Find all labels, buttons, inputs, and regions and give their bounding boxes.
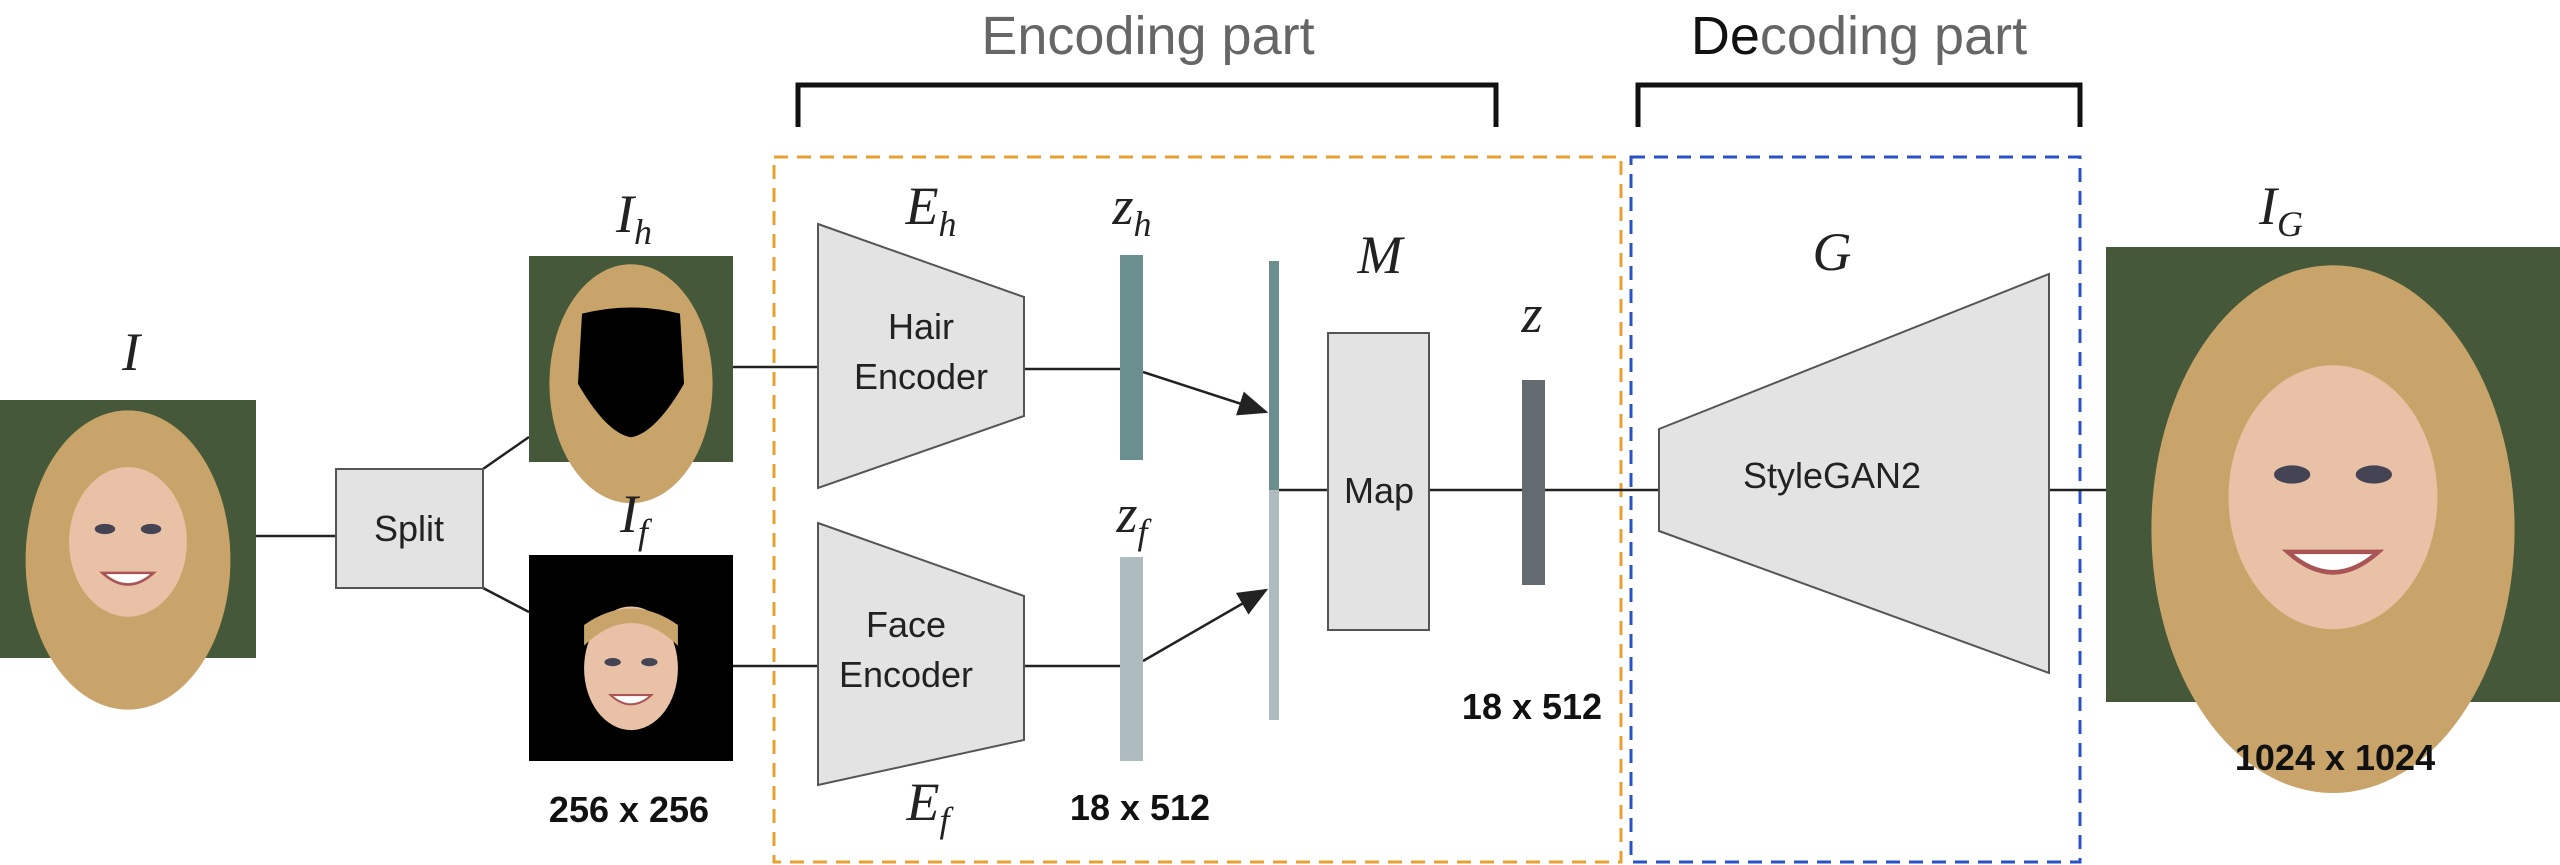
symbol-base: z [1115,484,1137,544]
symbol: Eh [905,176,957,244]
face-encoder-label: Encoder [839,654,973,695]
symbol-base: E [905,176,939,236]
symbol: I [121,322,143,382]
symbol-subscript: h [634,212,652,252]
symbol-base: M [1357,225,1406,285]
output-image [2106,247,2560,793]
latent [1522,380,1545,585]
hair-latent [1120,255,1143,460]
face-image [529,555,733,761]
decoding-title: Decoding part [1691,6,2027,66]
decoding-bracket [1638,85,2080,127]
face-latent [1120,557,1143,761]
symbol-subscript: f [939,800,954,840]
symbol-base: E [905,772,939,832]
symbol: Ih [615,184,652,252]
size-label: 18 x 512 [1462,686,1602,727]
map-label: Map [1344,470,1414,511]
symbol: IG [2258,176,2303,244]
symbol-base: z [1111,176,1133,236]
size-label: 256 x 256 [549,789,709,830]
hair-encoder-label: Encoder [854,356,988,397]
symbol-base: G [1813,222,1852,282]
symbol: z [1520,284,1542,344]
hair-image [529,256,733,503]
split-label: Split [374,508,444,549]
diagram: Encoding part Decoding part Split Hair E… [0,0,2560,865]
symbol-base: z [1520,284,1542,344]
size-label: 1024 x 1024 [2235,737,2435,778]
size-label: 18 x 512 [1070,787,1210,828]
symbol-subscript: f [1138,512,1153,552]
encoding-title: Encoding part [981,6,1314,66]
symbol: zh [1111,176,1151,244]
symbol-subscript: f [638,512,653,552]
symbol-subscript: h [1134,204,1152,244]
symbol-subscript: G [2277,204,2303,244]
symbol-subscript: h [939,204,957,244]
symbol: zf [1115,484,1152,552]
decoding-title-rest: coding part [1760,6,2027,66]
encoding-bracket [798,85,1496,127]
hair-encoder-label: Hair [888,306,954,347]
decoding-title-dark: De [1691,6,1760,66]
symbol: Ef [905,772,954,840]
concat-latent-face [1269,490,1279,720]
input-image [0,400,256,710]
face-encoder-label: Face [866,604,946,645]
symbol: G [1813,222,1852,282]
symbol-base: I [121,322,143,382]
concat-latent-hair [1269,261,1279,490]
symbol: M [1357,225,1406,285]
generator-label: StyleGAN2 [1743,455,1921,496]
